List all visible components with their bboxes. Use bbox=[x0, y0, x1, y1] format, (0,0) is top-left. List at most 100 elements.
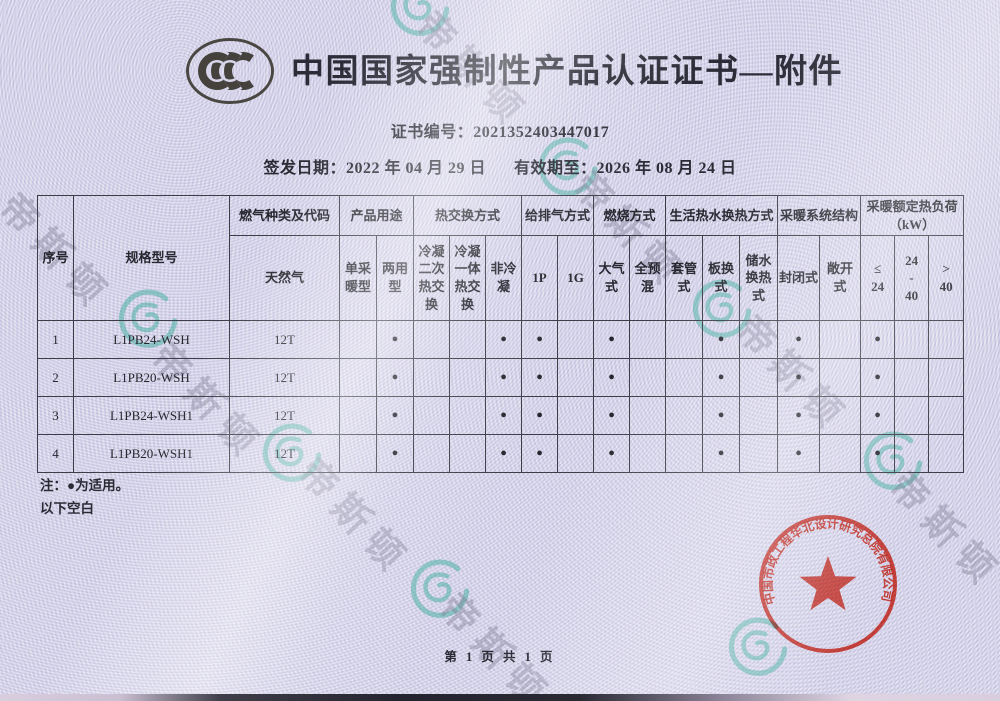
gas-code-cell: 12T bbox=[229, 434, 340, 473]
mark-cell bbox=[819, 320, 862, 359]
mark-cell bbox=[629, 396, 667, 435]
mark-cell bbox=[339, 358, 377, 397]
mark-cell bbox=[928, 396, 965, 435]
mark-cell bbox=[894, 396, 930, 435]
sub-dual-use: 两用型 bbox=[375, 235, 415, 321]
model-cell: L1PB24-WSH1 bbox=[73, 396, 230, 435]
mark-cell: ● bbox=[593, 396, 631, 435]
table-row: 4 L1PB20-WSH1 12T ● ● ● ● ● ● ● bbox=[37, 434, 965, 473]
mark-cell: ● bbox=[593, 434, 631, 473]
mark-cell bbox=[449, 358, 487, 397]
mark-cell bbox=[557, 434, 595, 473]
mark-cell: ● bbox=[593, 320, 631, 359]
mark-cell bbox=[665, 434, 704, 473]
mark-cell: ● bbox=[485, 358, 523, 397]
mark-cell: ● bbox=[521, 320, 559, 359]
mark-cell: ● bbox=[521, 396, 559, 435]
table-row: 2 L1PB20-WSH 12T ● ● ● ● ● ● ● bbox=[37, 358, 965, 397]
mark-cell bbox=[928, 434, 965, 473]
sub-plate-type: 板换式 bbox=[702, 235, 741, 321]
mark-cell: ● bbox=[860, 320, 896, 359]
sub-1p: 1P bbox=[521, 235, 559, 321]
sub-open-type: 敞开式 bbox=[819, 235, 862, 321]
group-dhw-exchange: 生活热水换热方式 bbox=[665, 195, 779, 236]
mark-cell bbox=[665, 396, 704, 435]
mark-cell bbox=[894, 358, 930, 397]
gas-code-cell: 12T bbox=[229, 320, 340, 359]
ccc-logo-icon bbox=[186, 38, 274, 104]
mark-cell bbox=[557, 320, 595, 359]
group-flue-type: 给排气方式 bbox=[521, 195, 595, 236]
mark-cell: ● bbox=[860, 358, 896, 397]
mark-cell bbox=[928, 320, 965, 359]
row-number: 4 bbox=[37, 434, 74, 473]
mark-cell bbox=[629, 434, 667, 473]
mark-cell bbox=[413, 434, 451, 473]
sub-premix: 全预混 bbox=[629, 235, 667, 321]
mark-cell bbox=[629, 320, 667, 359]
mark-cell bbox=[665, 320, 704, 359]
col-header-model: 规格型号 bbox=[73, 195, 230, 321]
sub-coil-type: 套管式 bbox=[665, 235, 704, 321]
sub-storage-type: 储水换热式 bbox=[739, 235, 779, 321]
row-number: 3 bbox=[37, 396, 74, 435]
mark-cell bbox=[449, 320, 487, 359]
mark-cell: ● bbox=[375, 434, 415, 473]
sub-closed-type: 封闭式 bbox=[777, 235, 821, 321]
mark-cell bbox=[739, 434, 779, 473]
mark-cell bbox=[629, 358, 667, 397]
mark-cell bbox=[819, 358, 862, 397]
mark-cell: ● bbox=[860, 396, 896, 435]
sub-atmospheric: 大气式 bbox=[593, 235, 631, 321]
mark-cell bbox=[339, 396, 377, 435]
group-heat-exchange: 热交换方式 bbox=[413, 195, 523, 236]
mark-cell: ● bbox=[521, 434, 559, 473]
group-product-use: 产品用途 bbox=[338, 195, 415, 236]
valid-until-label: 有效期至： bbox=[514, 160, 597, 177]
sub-non-condensing: 非冷凝 bbox=[485, 235, 523, 321]
sub-heating-only: 单采暖型 bbox=[339, 235, 377, 321]
row-number: 2 bbox=[37, 358, 74, 397]
mark-cell bbox=[894, 434, 930, 473]
valid-until-value: 2026 年 08 月 24 日 bbox=[596, 160, 737, 177]
mark-cell: ● bbox=[375, 320, 415, 359]
mark-cell bbox=[665, 358, 704, 397]
mark-cell: ● bbox=[777, 434, 821, 473]
mark-cell bbox=[449, 396, 487, 435]
mark-cell: ● bbox=[702, 434, 741, 473]
table-row: 3 L1PB24-WSH1 12T ● ● ● ● ● ● ● bbox=[37, 396, 965, 435]
sub-natural-gas: 天然气 bbox=[229, 235, 340, 321]
page-footer: 第 1 页 共 1 页 bbox=[444, 650, 556, 664]
mark-cell: ● bbox=[702, 320, 741, 359]
col-header-index: 序号 bbox=[37, 195, 74, 321]
mark-cell: ● bbox=[777, 320, 821, 359]
mark-cell: ● bbox=[485, 320, 523, 359]
mark-cell bbox=[819, 396, 862, 435]
mark-cell bbox=[449, 434, 487, 473]
issue-date-label: 签发日期： bbox=[263, 160, 346, 177]
company-stamp: 中国市政工程华北设计研究总院有限公司 bbox=[759, 515, 897, 653]
mark-cell bbox=[739, 358, 779, 397]
cert-number-label: 证书编号： bbox=[390, 124, 474, 141]
group-gas-type: 燃气种类及代码 bbox=[229, 195, 340, 236]
row-number: 1 bbox=[37, 320, 74, 359]
model-cell: L1PB24-WSH bbox=[73, 320, 230, 359]
mark-cell bbox=[413, 358, 451, 397]
table-group-header-row: 序号 规格型号 燃气种类及代码 产品用途 热交换方式 给排气方式 燃烧方式 生活… bbox=[37, 195, 965, 321]
mark-cell bbox=[819, 434, 862, 473]
group-combustion: 燃烧方式 bbox=[593, 195, 667, 236]
mark-cell: ● bbox=[375, 358, 415, 397]
mark-cell bbox=[928, 358, 965, 397]
mark-cell bbox=[413, 320, 451, 359]
table-row: 1 L1PB24-WSH 12T ● ● ● ● ● ● ● bbox=[37, 320, 965, 359]
mark-cell: ● bbox=[485, 396, 523, 435]
mark-cell bbox=[557, 396, 595, 435]
issue-date-value: 2022 年 04 月 29 日 bbox=[345, 160, 486, 177]
sub-gt-40: > 40 bbox=[928, 235, 965, 321]
mark-cell bbox=[739, 320, 779, 359]
mark-cell: ● bbox=[702, 396, 741, 435]
sub-le-24: ≤ 24 bbox=[860, 235, 896, 321]
mark-cell: ● bbox=[375, 396, 415, 435]
mark-cell bbox=[339, 320, 377, 359]
